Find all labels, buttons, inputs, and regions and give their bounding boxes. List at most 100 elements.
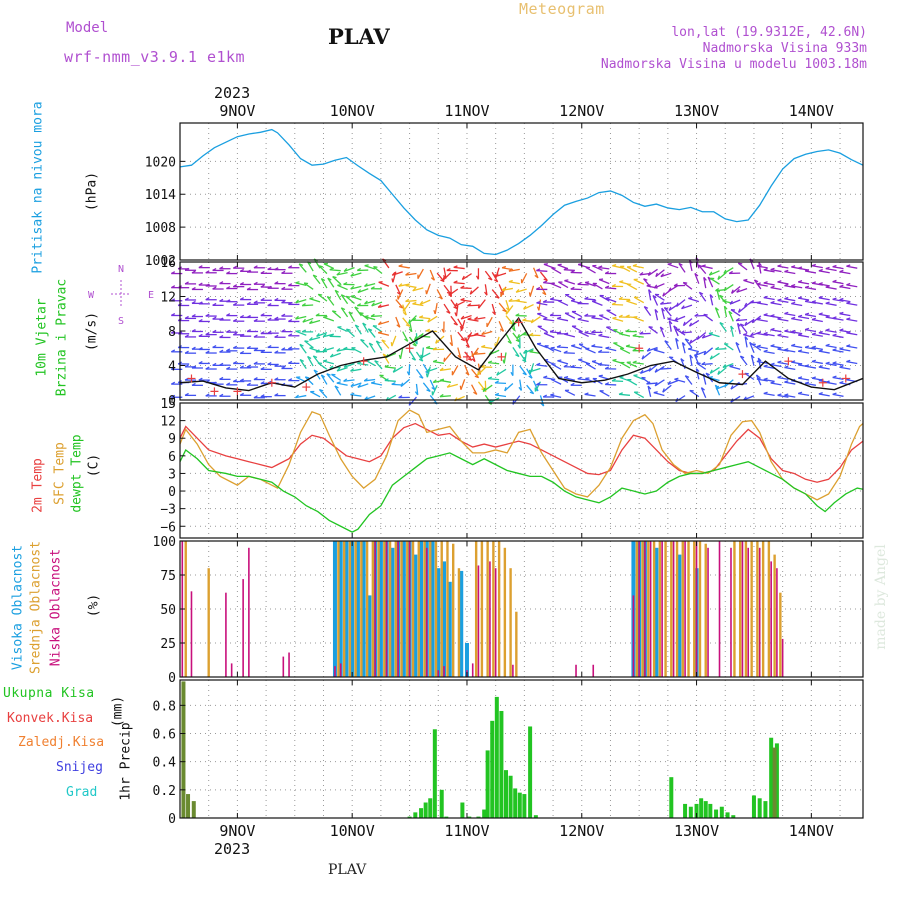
wind-arrow-head [253,348,258,352]
wind-arrow [384,366,396,369]
wind-arrow [648,326,658,334]
wind-arrow-head [495,295,500,299]
wind-arrow-head [476,371,480,376]
wind-arrow-head [170,285,176,289]
wind-arrow [539,271,548,282]
wind-arrow-head [777,393,782,396]
wind-arrow-head [441,328,445,333]
wind-arrow [331,373,342,381]
precip-total-bar [432,729,437,818]
wind-arrow-head [653,348,658,351]
wind-arrow [367,328,376,338]
wind-arrow-head [343,346,348,350]
wind-arrow-head [756,359,761,363]
wind-arrow [674,315,686,322]
wind-arrow [839,285,851,290]
wind-arrow-head [288,333,293,337]
cloud-low-bar [512,664,514,677]
cloud-low-bar [695,541,698,677]
wind-arrow-head [426,389,431,393]
wind-arrow-head [460,326,463,331]
model-label: Model [66,20,109,36]
wind-arrow [646,382,658,385]
wind-arrow-head [246,329,251,333]
cloud-mid-bar [658,541,662,677]
wind-arrow-head [522,359,527,363]
wind-arrow-head [701,387,705,391]
cloud-mid-bar [486,541,489,677]
wind-arrow-head [570,299,576,302]
wind-arrow [678,262,686,273]
wind-arrow [529,367,541,373]
wind-arrow [577,283,589,286]
cloud-mid-bar [767,541,771,677]
wind-arrow-head [791,329,796,333]
wind-arrow [551,267,562,275]
wind-arrow [448,288,459,296]
y-tick-label: 50 [160,603,176,618]
wind-arrow-head [592,360,597,363]
wind-arrow-head [246,382,251,386]
cloud-low-bar [575,664,577,677]
wind-arrow [523,348,534,354]
wind-arrow-head [798,376,803,379]
top-date-label: 12NOV [559,102,604,120]
wind-arrow [632,335,644,338]
wind-arrow-head [784,365,789,369]
wind-arrow [474,316,486,320]
wind-arrow-head [846,330,851,334]
wind-arrow [612,317,624,322]
wind-arrow-head [832,264,837,268]
wind-arrow-head [619,376,624,379]
wind-arrow [571,345,582,350]
wind-arrow-head [508,279,513,283]
wind-arrow-head [763,281,768,284]
wind-arrow [405,299,417,303]
wind-arrow-head [659,326,664,331]
wind-arrow-head [305,376,310,379]
wind-arrow-head [260,366,265,370]
wind-arrow-head [804,327,810,331]
wind-arrow-head [301,329,306,333]
wind-arrow-head [260,297,265,301]
wind-arrow [392,366,404,373]
wind-arrow-head [396,324,401,328]
wind-arrow-head [414,391,419,396]
wind-arrow-head [839,380,844,384]
cloud-mid-bar [411,541,415,677]
wind-arrow-head [643,278,648,281]
wind-arrow-head [655,272,658,277]
wind-arrow-head [654,381,658,387]
wind-arrow-head [467,358,472,361]
wind-arrow-head [798,391,803,395]
wind-arrow-head [846,317,851,320]
wind-arrow-head [662,292,665,297]
wind-arrow [625,345,637,349]
top-year-label: 2023 [214,84,251,102]
wind-arrow [318,389,328,399]
wind-arrow [443,303,451,314]
wind-arrow-head [505,310,508,315]
wind-arrow-head [652,294,657,299]
wind-arrow [703,277,707,289]
wind-arrow-head [313,355,318,359]
wind-arrow-head [811,359,816,363]
wind-arrow-head [184,315,189,319]
wind-arrow-head [448,291,452,296]
wind-arrow-head [604,366,610,370]
compass-w-label: W [88,290,95,301]
wind-arrow-head [341,307,346,311]
wind-arrow [626,266,638,273]
top-date-label: 9NOV [219,102,255,120]
wind-arrow-head [543,375,548,379]
wind-arrow-head [239,365,244,369]
wind-arrow-head [717,275,721,280]
y-tick-label: 1008 [145,221,176,236]
precip-total-bar [428,798,433,818]
wind-arrow-head [405,283,410,287]
wind-arrow [818,350,830,354]
wind-arrow [327,277,335,288]
wind-arrow-head [763,331,768,335]
wind-arrow [736,323,741,335]
wind-arrow-head [777,333,782,336]
